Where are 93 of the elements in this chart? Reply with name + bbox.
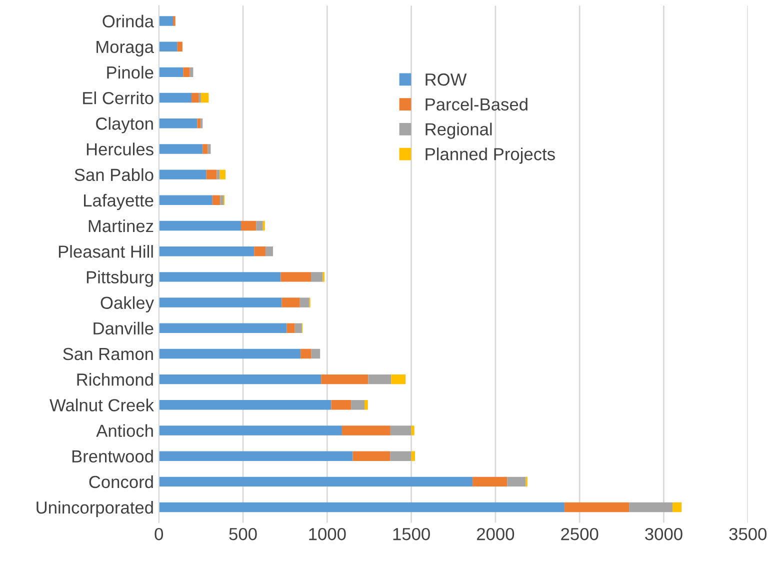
- bar: [311, 348, 320, 359]
- bar: [177, 42, 182, 52]
- bar: [158, 42, 178, 52]
- bar: [241, 220, 256, 231]
- y-tick-label: San Pablo: [74, 168, 154, 182]
- bar: [200, 92, 209, 103]
- x-tick-label: 500: [229, 528, 257, 540]
- y-tick-label: Pleasant Hill: [58, 245, 153, 258]
- bar: [364, 400, 368, 410]
- bar: [192, 92, 199, 103]
- y-tick-label: Pinole: [107, 66, 154, 79]
- bar: [300, 298, 310, 308]
- bar: [351, 400, 365, 410]
- bar: [220, 170, 226, 180]
- bar: [158, 16, 174, 26]
- legend-label: Regional: [426, 122, 492, 139]
- bar: [472, 476, 508, 487]
- bar: [411, 451, 416, 461]
- y-tick-label: Danville: [94, 322, 154, 335]
- x-tick-label: 2000: [477, 528, 514, 540]
- bar: [197, 118, 201, 128]
- bar: [311, 272, 323, 282]
- bar: [507, 476, 526, 487]
- y-tick-label: Martinez: [88, 219, 154, 232]
- bar: [411, 426, 414, 436]
- bar: [212, 195, 220, 206]
- bar: [158, 502, 564, 512]
- bar: [158, 400, 332, 410]
- bar: [352, 451, 390, 461]
- bar: [183, 67, 190, 78]
- bar: [280, 272, 312, 282]
- bar: [158, 476, 473, 487]
- bar: [564, 502, 630, 512]
- bar: [220, 195, 224, 206]
- y-tick-label: Antioch: [96, 424, 153, 437]
- legend-label: Parcel-Based: [426, 98, 528, 111]
- bar: [286, 323, 295, 333]
- bar: [282, 298, 300, 308]
- bar: [158, 298, 282, 308]
- legend-label: ROW: [426, 73, 467, 86]
- bar: [266, 246, 273, 256]
- y-tick-label: El Cerrito: [83, 91, 154, 104]
- x-tick-label: 1000: [309, 528, 346, 540]
- bar: [390, 426, 412, 436]
- y-tick-label: Hercules: [86, 142, 154, 156]
- bar: [390, 451, 412, 461]
- bar: [300, 348, 312, 359]
- bar: [158, 170, 206, 180]
- y-tick-label: Pittsburg: [86, 270, 153, 287]
- x-tick-label: 0: [154, 528, 164, 540]
- bar: [202, 144, 208, 154]
- legend-label: Planned Projects: [426, 148, 555, 164]
- bar: [368, 374, 392, 384]
- y-tick-label: Richmond: [77, 373, 153, 386]
- bar: [158, 323, 287, 333]
- y-tick-label: Lafayette: [84, 194, 154, 210]
- y-tick-label: Moraga: [96, 40, 154, 56]
- bar: [321, 374, 368, 384]
- y-tick-label: Brentwood: [72, 450, 153, 463]
- bar: [158, 348, 301, 359]
- x-tick-label: 3000: [645, 528, 682, 540]
- bar: [158, 144, 203, 154]
- bar: [158, 272, 281, 282]
- x-tick-label: 2500: [561, 528, 598, 540]
- y-tick-label: Orinda: [102, 14, 154, 28]
- bar: [158, 220, 241, 231]
- bar: [342, 426, 390, 436]
- bar: [629, 502, 672, 512]
- bar: [256, 220, 263, 231]
- y-tick-label: San Ramon: [63, 348, 153, 360]
- bar: [206, 170, 217, 180]
- bar: [158, 118, 198, 128]
- bar: [331, 400, 352, 410]
- x-tick-label: 1500: [393, 528, 430, 540]
- bar: [254, 246, 266, 256]
- bar: [208, 144, 211, 154]
- bar: [158, 246, 254, 256]
- y-tick-label: Concord: [89, 475, 153, 488]
- bar: [294, 323, 302, 333]
- y-tick-label: Oakley: [100, 296, 154, 312]
- bar: [158, 374, 322, 384]
- bar: [158, 451, 353, 461]
- bar: [391, 374, 406, 384]
- bar: [158, 67, 184, 78]
- x-tick-label: 3500: [729, 528, 767, 540]
- bar: [158, 195, 212, 206]
- y-tick-label: Clayton: [96, 117, 153, 134]
- bar: [216, 170, 220, 180]
- bar: [672, 502, 682, 512]
- y-tick-label: Unincorporated: [36, 500, 153, 518]
- bar: [158, 426, 342, 436]
- bar: [158, 92, 192, 103]
- y-tick-label: Walnut Creek: [50, 398, 154, 412]
